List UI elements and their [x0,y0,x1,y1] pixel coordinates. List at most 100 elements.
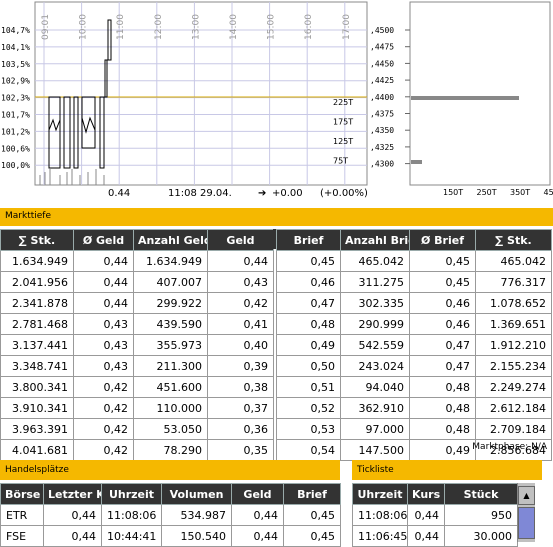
table-cell: 0,46 [410,293,476,314]
table-cell: 53.050 [134,419,208,440]
table-cell: 362.910 [341,398,410,419]
table-cell: 0,44 [74,272,134,293]
table-cell: 2.155.234 [476,356,552,377]
table-cell: 439.590 [134,314,208,335]
table-cell: 97.000 [341,419,410,440]
column-header: ∑ Stk. [1,230,74,251]
column-header: Anzahl Brief [341,230,410,251]
market-phase: Marktphase: N/A [472,442,547,452]
table-cell: 776.317 [476,272,552,293]
x-right-tick-label: 350T [510,188,530,197]
x-time-label: 13:00 [191,14,201,40]
table-cell: 0,50 [277,356,341,377]
table-cell: 451.600 [134,377,208,398]
table-cell: 0,45 [410,272,476,293]
table-cell: 0,41 [208,314,274,335]
column-header: Börse [1,484,44,505]
x-time-label: 12:00 [154,14,164,40]
last-price: 0.44 [108,188,130,199]
column-header: Stück [445,484,518,505]
chart-svg: 104,7%104,1%103,5%102,9%102,3%101,7%101,… [0,0,553,205]
table-cell: 0,54 [277,440,341,461]
table-cell: 0,48 [410,377,476,398]
table-cell: 1.634.949 [1,251,74,272]
table-cell: 534.987 [162,505,232,526]
table-cell: 0,42 [74,377,134,398]
scroll-up-button[interactable]: ▲ [518,486,535,505]
table-cell: 0,44 [232,526,284,547]
table-cell: 0,52 [277,398,341,419]
y-tick-label: 100,0% [1,161,30,170]
table-cell: 0,45 [277,251,341,272]
last-time: 11:08 [168,188,197,199]
table-cell: 0,44 [44,526,102,547]
table-cell: 0,48 [410,419,476,440]
table-cell: 0,49 [410,440,476,461]
table-cell: 0,44 [44,505,102,526]
table-cell: 465.042 [476,251,552,272]
venues-title: Handelsplätze [0,460,340,480]
table-cell: 0,37 [208,398,274,419]
y-right-tick-label: ,4375 [370,110,394,119]
column-header: Geld [232,484,284,505]
table-cell: 0,45 [284,526,341,547]
y-tick-label: 103,5% [1,60,30,69]
table-cell: 0,35 [208,440,274,461]
table-cell: 1.912.210 [476,335,552,356]
change-percent: (+0.00%) [320,188,368,199]
table-cell: 0,43 [74,314,134,335]
table-cell: 0,45 [284,505,341,526]
table-cell: 2.341.878 [1,293,74,314]
x-time-label: 17:00 [342,14,352,40]
market-depth-title: Markttiefe [0,208,553,226]
depth-bar [411,96,519,100]
table-cell: 0,38 [208,377,274,398]
table-cell: 0,44 [408,505,445,526]
table-cell: 0,42 [74,440,134,461]
y-right-tick-label: ,4425 [370,76,394,85]
table-cell: 0,44 [74,293,134,314]
y-tick-label: 101,2% [1,127,30,136]
table-cell: 355.973 [134,335,208,356]
table-cell: 290.999 [341,314,410,335]
table-cell: 299.922 [134,293,208,314]
y-right-tick-label: ,4475 [370,43,394,52]
table-cell: 0,42 [74,419,134,440]
table-cell: 950 [445,505,518,526]
y-right-tick-label: ,4300 [370,160,394,169]
depth-plot-frame [410,2,550,185]
table-cell: 407.007 [134,272,208,293]
table-cell: 0,47 [410,335,476,356]
table-cell: 243.024 [341,356,410,377]
table-cell: 3.910.341 [1,398,74,419]
column-header: Brief [284,484,341,505]
table-cell: 2.781.468 [1,314,74,335]
table-cell: 150.540 [162,526,232,547]
table-cell: 30.000 [445,526,518,547]
intraday-chart: 104,7%104,1%103,5%102,9%102,3%101,7%101,… [0,0,553,205]
y-tick-label: 104,7% [1,26,30,35]
ticks-scrollbar[interactable]: ▲ [517,483,535,542]
volume-tick-label: 75T [333,157,348,166]
table-cell: 3.348.741 [1,356,74,377]
table-cell: 0,36 [208,419,274,440]
table-cell: 110.000 [134,398,208,419]
y-tick-label: 104,1% [1,43,30,52]
table-cell: 3.963.391 [1,419,74,440]
column-header: Anzahl Geld [134,230,208,251]
change-value: +0.00 [272,188,303,199]
scroll-thumb[interactable] [518,507,535,539]
